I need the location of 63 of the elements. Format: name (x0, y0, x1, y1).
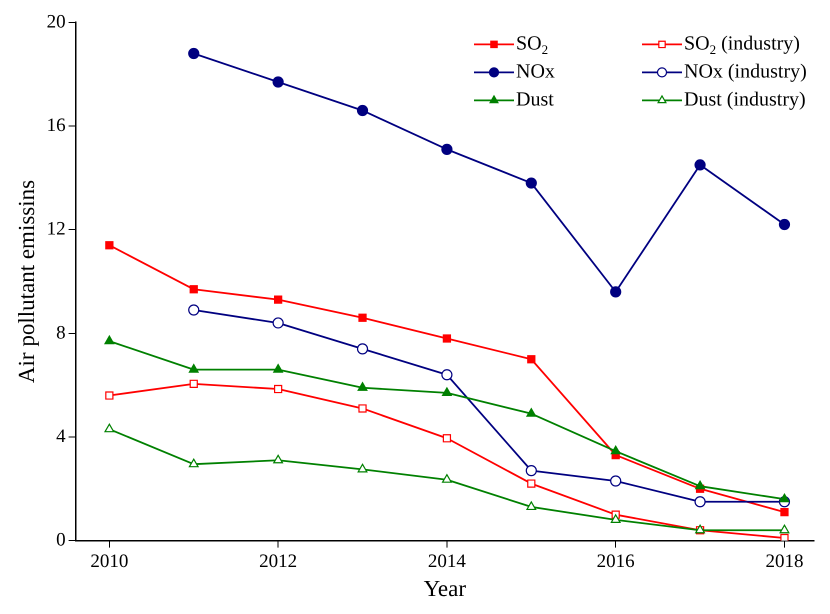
y-tick-label: 16 (46, 115, 66, 136)
point (441, 369, 453, 380)
y-tick-label: 0 (56, 530, 66, 551)
point (274, 296, 282, 304)
x-tick-label: 2018 (765, 550, 804, 572)
point (694, 159, 706, 171)
point (441, 144, 453, 155)
point (526, 177, 537, 189)
point (527, 479, 536, 488)
point (694, 496, 706, 508)
point (526, 465, 537, 476)
point (104, 335, 114, 344)
point (356, 104, 368, 116)
point (188, 364, 199, 373)
y-tick-label: 4 (56, 426, 66, 447)
x-tick-label: 2014 (428, 550, 466, 572)
point (273, 454, 284, 464)
point (105, 241, 114, 250)
point (274, 384, 282, 394)
point (190, 285, 198, 294)
point (358, 314, 367, 322)
point (188, 458, 199, 468)
point (526, 408, 536, 417)
legend-label: NOx (industry) (684, 60, 807, 83)
point (780, 508, 789, 516)
legend-label: Dust (industry) (684, 88, 806, 111)
point (442, 387, 452, 396)
point (442, 474, 452, 483)
point (356, 343, 368, 354)
point (610, 286, 622, 298)
y-axis-title: Air pollutant emissins (14, 180, 39, 384)
point (272, 317, 284, 329)
y-tick-label: 12 (46, 218, 66, 240)
point (780, 494, 790, 502)
point (273, 364, 284, 373)
point (188, 48, 200, 60)
point (610, 446, 621, 454)
point (527, 355, 536, 364)
point (442, 434, 452, 442)
x-axis-title: Year (424, 576, 466, 602)
point (105, 391, 114, 400)
legend-label: Dust (516, 88, 554, 111)
y-tick-label: 20 (46, 11, 66, 32)
point (358, 404, 367, 413)
legend-label: NOx (516, 60, 555, 83)
point (358, 464, 368, 472)
x-tick-label: 2012 (259, 550, 298, 572)
point (104, 424, 114, 432)
point (190, 380, 198, 388)
point (188, 304, 200, 316)
point (610, 514, 621, 523)
point (526, 501, 536, 510)
x-tick-label: 2016 (596, 550, 635, 572)
point (272, 76, 284, 88)
point (780, 524, 790, 534)
point (610, 475, 622, 487)
point (695, 480, 706, 490)
point (358, 382, 368, 391)
y-tick-label: 8 (56, 322, 66, 344)
point (780, 534, 789, 541)
point (442, 334, 452, 343)
point (778, 218, 790, 230)
x-tick-label: 2010 (90, 550, 128, 572)
